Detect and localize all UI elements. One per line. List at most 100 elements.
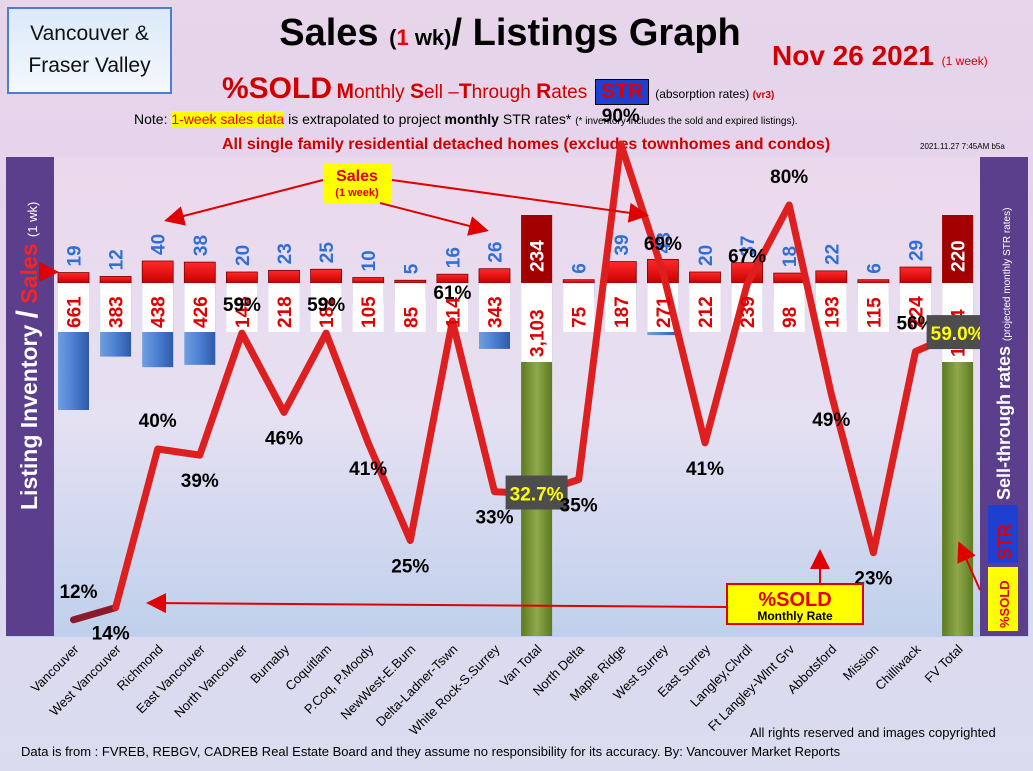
str-label-white-rock-s-surrey: 33% bbox=[475, 508, 513, 529]
label-strip-vancouver bbox=[58, 283, 89, 332]
region-line-2: Fraser Valley bbox=[28, 54, 151, 77]
left-axis-title-inventory: Listing Inventory bbox=[16, 318, 42, 510]
str-label-west-surrey: 69% bbox=[644, 234, 682, 255]
sold-callout-arrow-left bbox=[146, 593, 728, 614]
inventory-label-abbotsford: 193 bbox=[822, 296, 843, 328]
inventory-label-east-vancouver: 426 bbox=[191, 296, 212, 328]
sales-label-fv-total: 220 bbox=[949, 240, 970, 272]
str-label-richmond: 40% bbox=[139, 411, 177, 432]
str-label-langley-clvrdl: 67% bbox=[728, 246, 766, 267]
str-label-chilliwack: 56% bbox=[896, 313, 934, 334]
str-label-east-vancouver: 39% bbox=[181, 471, 219, 492]
sales-bar-white-rock-s-surrey bbox=[478, 268, 511, 284]
right-sold-badge-bg bbox=[988, 567, 1018, 631]
sales-bar-newwest-e-burn bbox=[394, 279, 427, 284]
label-strip-east-surrey bbox=[689, 283, 721, 332]
label-strip-newwest-e-burn bbox=[394, 283, 426, 332]
property-type-note: All single family residential detached h… bbox=[222, 136, 831, 153]
str-badge: STR bbox=[595, 79, 650, 105]
inventory-label-ft-langley-wlnt-grv: 98 bbox=[780, 307, 801, 328]
sales-callout-bg bbox=[323, 163, 392, 203]
title-listings-graph: / Listings Graph bbox=[451, 12, 741, 54]
label-strip-west-vancouver bbox=[100, 283, 132, 332]
absorption-note: (absorption rates) (vr3) bbox=[655, 87, 774, 101]
inventory-label-west-vancouver: 383 bbox=[107, 296, 128, 328]
inventory-label-richmond: 438 bbox=[149, 296, 170, 328]
inventory-label-coquitlam: 182 bbox=[317, 296, 338, 328]
sales-label-maple-ridge: 39 bbox=[612, 234, 633, 255]
title-wk: wk) bbox=[408, 25, 452, 50]
sales-bar-delta-ladner-tswn bbox=[436, 273, 469, 284]
subtitle-pct-sold: %SOLD bbox=[222, 72, 333, 105]
x-label-west-vancouver: West Vancouver bbox=[47, 641, 125, 719]
sales-bar-fv-total bbox=[942, 215, 974, 283]
note-str: STR rates* bbox=[498, 111, 576, 127]
str-label-delta-ladner-tswn: 61% bbox=[433, 283, 471, 304]
note-body: is extrapolated to project bbox=[284, 111, 445, 127]
sales-callout-arrow-mid bbox=[379, 202, 489, 236]
str-label-newwest-e-burn: 25% bbox=[391, 557, 429, 578]
sales-label-burnaby: 23 bbox=[275, 243, 296, 264]
str-badge-bg-van-total bbox=[505, 475, 568, 510]
inventory-label-east-surrey: 212 bbox=[696, 296, 717, 328]
inventory-label-west-surrey: 271 bbox=[654, 296, 675, 328]
sales-callout-arrow-left bbox=[164, 179, 324, 226]
label-strip-abbotsford bbox=[815, 283, 847, 332]
sales-bar-richmond bbox=[141, 260, 174, 284]
label-strip-van-total bbox=[521, 283, 553, 362]
label-strip-chilliwack bbox=[900, 283, 931, 332]
sales-bar-abbotsford bbox=[815, 270, 848, 284]
sales-label-newwest-e-burn: 5 bbox=[401, 263, 422, 274]
region-line-1: Vancouver & bbox=[30, 22, 149, 45]
sales-label-white-rock-s-surrey: 26 bbox=[486, 242, 507, 263]
x-label-mission: Mission bbox=[840, 642, 882, 684]
sales-label-chilliwack: 29 bbox=[907, 240, 928, 261]
right-axis-title-sub: (projected monthly STR rates) bbox=[1002, 208, 1013, 341]
label-strip-ft-langley-wlnt-grv bbox=[773, 283, 805, 332]
version-text: (vr3) bbox=[752, 90, 775, 101]
absorption-text: (absorption rates) bbox=[655, 87, 750, 101]
sales-bar-coquitlam bbox=[310, 268, 343, 284]
title-paren-open: ( bbox=[389, 25, 397, 50]
str-label-burnaby: 46% bbox=[265, 428, 303, 449]
inventory-label-north-delta: 75 bbox=[570, 306, 591, 328]
sales-bar-vancouver bbox=[57, 272, 90, 284]
right-axis-title: Sell-through rates (projected monthly ST… bbox=[994, 208, 1014, 500]
str-label-east-surrey: 41% bbox=[686, 459, 724, 480]
copyright-note: All rights reserved and images copyright… bbox=[750, 725, 996, 740]
inventory-label-newwest-e-burn: 85 bbox=[401, 306, 422, 328]
title-sales: Sales bbox=[279, 12, 390, 54]
date-note: (1 week) bbox=[941, 54, 988, 68]
str-badge-bg-fv-total bbox=[926, 315, 989, 350]
inventory-label-p-coq-p-moody: 105 bbox=[359, 296, 380, 328]
sales-label-van-total: 234 bbox=[528, 240, 549, 272]
label-strip-burnaby bbox=[268, 283, 300, 332]
left-axis-title-period: (1 wk) bbox=[25, 202, 40, 237]
subtitle-r: R bbox=[536, 80, 552, 103]
left-axis-panel bbox=[6, 157, 54, 636]
subtitle-onthly: onthly bbox=[353, 82, 410, 103]
sales-label-ft-langley-wlnt-grv: 18 bbox=[780, 246, 801, 267]
inventory-label-langley-clvrdl: 239 bbox=[738, 296, 759, 328]
subtitle-m: M bbox=[336, 80, 354, 103]
str-label-maple-ridge: 90% bbox=[602, 106, 640, 127]
sales-label-west-vancouver: 12 bbox=[107, 249, 128, 270]
note-footnote: (* inventory includes the sold and expir… bbox=[575, 116, 798, 127]
right-axis-title-main: Sell-through rates bbox=[994, 341, 1014, 500]
str-label-west-vancouver: 14% bbox=[92, 624, 130, 645]
note-monthly: monthly bbox=[444, 111, 499, 127]
extrapolation-note: Note: 1-week sales data is extrapolated … bbox=[134, 111, 798, 127]
label-strip-north-delta bbox=[563, 283, 595, 332]
timestamp: 2021.11.27 7:45AM b5a bbox=[920, 142, 1005, 151]
sales-bar-maple-ridge bbox=[604, 261, 637, 284]
str-label-vancouver: 12% bbox=[59, 582, 97, 603]
subtitle-ell: ell – bbox=[423, 82, 459, 103]
label-strip-white-rock-s-surrey bbox=[479, 283, 510, 332]
sales-callout-arrow-right bbox=[391, 179, 649, 223]
right-str-badge-bg bbox=[988, 505, 1018, 563]
sales-label-east-vancouver: 38 bbox=[191, 235, 212, 256]
date-text: Nov 26 2021 bbox=[772, 40, 934, 71]
label-strip-coquitlam bbox=[310, 283, 342, 332]
right-str-badge-text: STR bbox=[995, 524, 1015, 560]
region-label-box: Vancouver & Fraser Valley bbox=[7, 7, 172, 94]
